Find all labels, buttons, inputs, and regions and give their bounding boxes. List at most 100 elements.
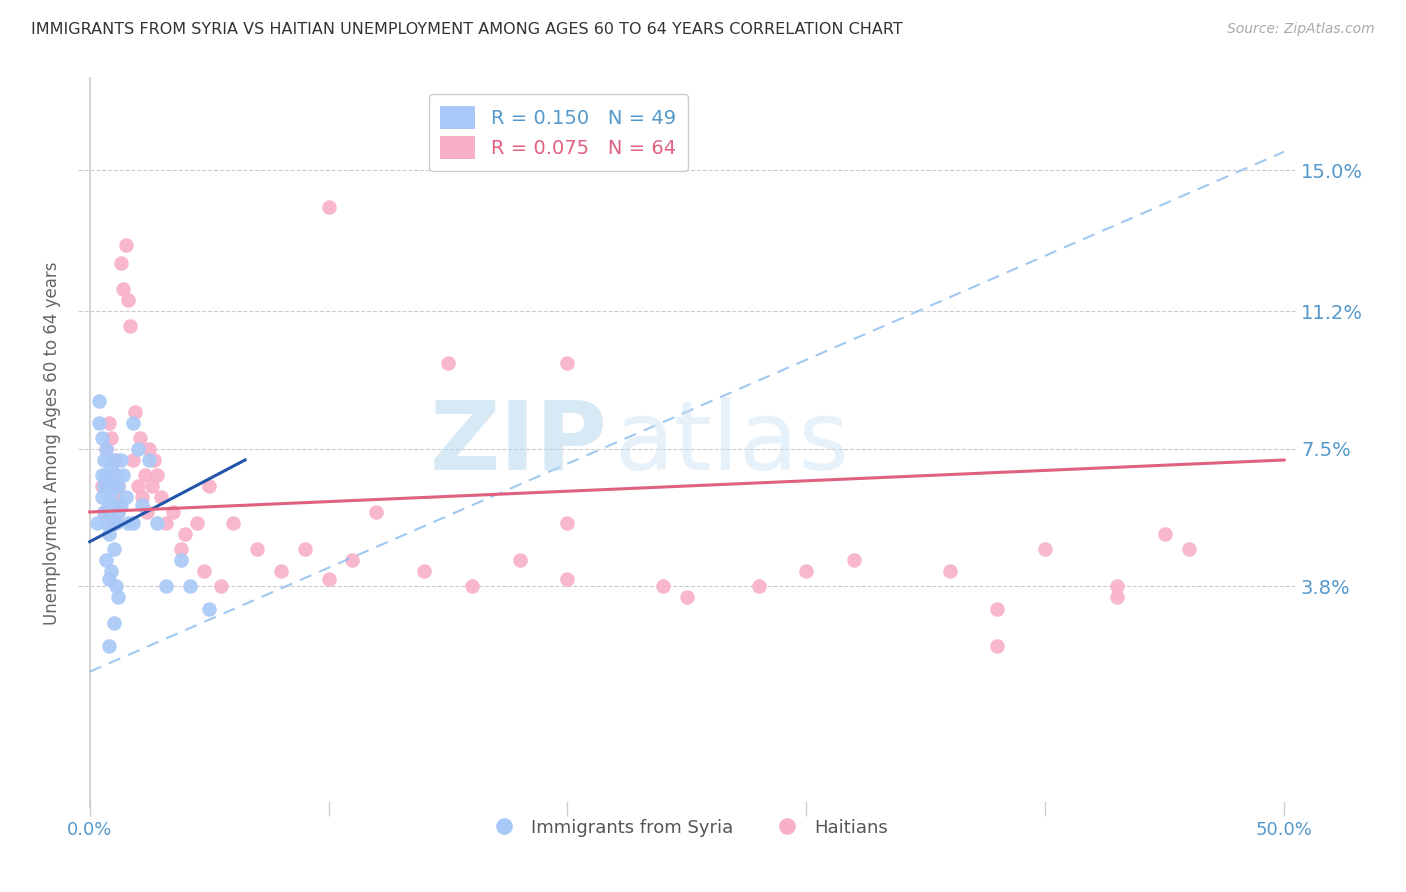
Point (93, 453, 115, 467)
Point (107, 591, 129, 605)
Point (842, 553, 865, 567)
Point (120, 319, 142, 334)
Point (209, 579, 232, 593)
Point (110, 256, 132, 270)
Point (100, 431, 122, 445)
Point (143, 453, 166, 467)
Text: Source: ZipAtlas.com: Source: ZipAtlas.com (1227, 22, 1375, 37)
Point (96, 467, 118, 482)
Point (96, 553, 118, 567)
Point (96, 516, 118, 530)
Point (103, 453, 125, 467)
Point (138, 453, 160, 467)
Point (169, 553, 191, 567)
Point (105, 579, 128, 593)
Point (318, 201, 340, 215)
Point (86, 516, 108, 530)
Point (105, 467, 128, 482)
Point (246, 542, 269, 557)
Point (186, 516, 208, 530)
Point (100, 565, 122, 579)
Point (938, 565, 960, 579)
Point (557, 572, 579, 586)
Point (557, 356, 579, 370)
Point (1033, 542, 1056, 557)
Point (103, 516, 125, 530)
Text: atlas: atlas (614, 397, 849, 490)
Point (127, 479, 149, 493)
Point (100, 460, 122, 475)
Point (342, 553, 364, 567)
Point (155, 579, 177, 593)
Point (105, 516, 128, 530)
Point (89, 393, 111, 408)
Point (97, 498, 120, 512)
Point (103, 479, 125, 493)
Point (127, 442, 149, 456)
Point (97, 416, 120, 430)
Point (676, 591, 699, 605)
Point (112, 467, 135, 482)
Point (986, 601, 1008, 615)
Point (117, 516, 139, 530)
Point (169, 542, 191, 557)
Point (1105, 579, 1128, 593)
Point (107, 479, 129, 493)
Point (103, 498, 125, 512)
Point (141, 479, 163, 493)
Point (93, 505, 115, 519)
Point (1177, 542, 1199, 557)
Point (105, 453, 128, 467)
Point (174, 527, 197, 541)
Point (114, 237, 136, 252)
Point (110, 453, 132, 467)
Point (103, 516, 125, 530)
Point (96, 442, 118, 456)
Point (124, 405, 146, 419)
Point (461, 579, 484, 593)
Point (155, 516, 177, 530)
Point (748, 579, 770, 593)
Point (90, 479, 112, 493)
Point (103, 542, 125, 557)
Point (107, 505, 129, 519)
Point (121, 416, 143, 430)
Point (198, 601, 221, 615)
Point (93, 479, 115, 493)
Point (193, 565, 215, 579)
Point (90, 490, 112, 504)
Point (97, 467, 120, 482)
Point (114, 490, 136, 504)
Point (294, 542, 316, 557)
Point (136, 505, 159, 519)
Point (90, 431, 112, 445)
Point (318, 572, 340, 586)
Text: ZIP: ZIP (430, 397, 607, 490)
Point (131, 498, 153, 512)
Text: IMMIGRANTS FROM SYRIA VS HAITIAN UNEMPLOYMENT AMONG AGES 60 TO 64 YEARS CORRELAT: IMMIGRANTS FROM SYRIA VS HAITIAN UNEMPLO… (31, 22, 903, 37)
Point (145, 516, 167, 530)
Point (89, 416, 111, 430)
Point (103, 616, 125, 631)
Point (366, 505, 388, 519)
Point (557, 516, 579, 530)
Legend: Immigrants from Syria, Haitians: Immigrants from Syria, Haitians (478, 812, 896, 844)
Point (437, 356, 460, 370)
Point (1105, 591, 1128, 605)
Point (121, 516, 143, 530)
Point (93, 505, 115, 519)
Point (117, 293, 139, 308)
Point (162, 505, 184, 519)
Point (509, 553, 531, 567)
Point (131, 490, 153, 504)
Point (100, 486, 122, 500)
Point (97, 479, 120, 493)
Point (90, 467, 112, 482)
Point (198, 479, 221, 493)
Point (145, 467, 167, 482)
Point (97, 639, 120, 653)
Point (413, 565, 436, 579)
Point (121, 453, 143, 467)
Point (150, 490, 173, 504)
Point (96, 442, 118, 456)
